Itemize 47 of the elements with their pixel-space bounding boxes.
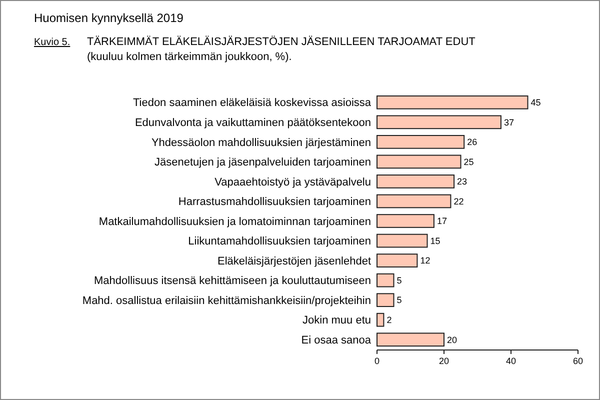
y-tick-label: Harrastusmahdollisuuksien tarjoaminen — [178, 196, 371, 208]
data-label: 15 — [430, 236, 440, 246]
data-label: 5 — [396, 275, 402, 286]
bar — [376, 154, 462, 169]
y-tick-label: Liikuntamahdollisuuksien tarjoaminen — [188, 236, 371, 248]
text: Huomisen kynnyksellä 2019 — [34, 11, 184, 25]
y-tick-label: Jokin muu etu — [302, 314, 371, 327]
bar — [376, 234, 428, 248]
y-tick-label: Mahdollisuus itsensä kehittämiseen ja kouluttautumiseen — [94, 275, 371, 288]
y-tick-label: Jäsenetujen ja jäsenpalveluiden tarjoaminen — [154, 156, 371, 169]
data-label: 20 — [447, 334, 458, 345]
y-tick-label: Yhdessäolon mahdollisuuksien järjestäminen — [151, 136, 371, 149]
y-tick-label: Vapaaehtoistyö ja ystäväpalvelu — [214, 176, 371, 188]
y-tick-label: Ei osaa sanoa — [301, 334, 372, 346]
bar — [376, 312, 384, 327]
data-label: 17 — [436, 216, 447, 226]
text: TÄRKEIMMÄT ELÄKELÄISJÄRJESTÖJEN JÄSENILLEEN TARJOAMAT EDUT — [87, 35, 476, 48]
bar — [376, 115, 502, 130]
bar — [376, 174, 455, 188]
y-tick-label: Mahd. osallistua erilaisiin kehittämishankkeisiin/projekteihin — [82, 294, 371, 307]
data-label: 2 — [386, 315, 392, 325]
text: Kuvio 5. — [34, 37, 70, 48]
y-tick-label: Edunvalvonta ja vaikuttaminen päätöksentekoon — [134, 117, 371, 129]
x-tick-label: 40 — [506, 356, 516, 366]
bar — [376, 273, 394, 288]
bar — [376, 332, 444, 347]
data-label: 12 — [420, 256, 430, 266]
text: (kuuluu kolmen tärkeimmän joukkoon, %). — [87, 51, 292, 63]
bar — [376, 194, 452, 208]
y-tick-label: Eläkeläisjärjestöjen jäsenlehdet — [218, 255, 371, 268]
data-label: 25 — [464, 156, 474, 167]
data-label: 22 — [454, 196, 464, 206]
bar — [376, 214, 434, 228]
x-tick-label: 60 — [572, 356, 584, 366]
data-label: 5 — [396, 295, 402, 306]
y-tick-label: Matkailumahdollisuuksien ja lomatoiminnan tarjoaminen — [98, 216, 371, 228]
data-label: 26 — [467, 137, 478, 148]
bar — [376, 95, 528, 110]
data-label: 37 — [504, 117, 514, 128]
y-tick-label: Tiedon saaminen eläkeläisiä koskevissa asioissa — [132, 97, 372, 110]
x-tick-label: 0 — [374, 356, 380, 366]
x-tick-label: 20 — [438, 356, 450, 366]
bar — [376, 254, 418, 268]
bar — [376, 134, 465, 149]
data-label: 23 — [457, 176, 468, 187]
bar — [376, 293, 394, 308]
data-label: 45 — [530, 98, 541, 108]
